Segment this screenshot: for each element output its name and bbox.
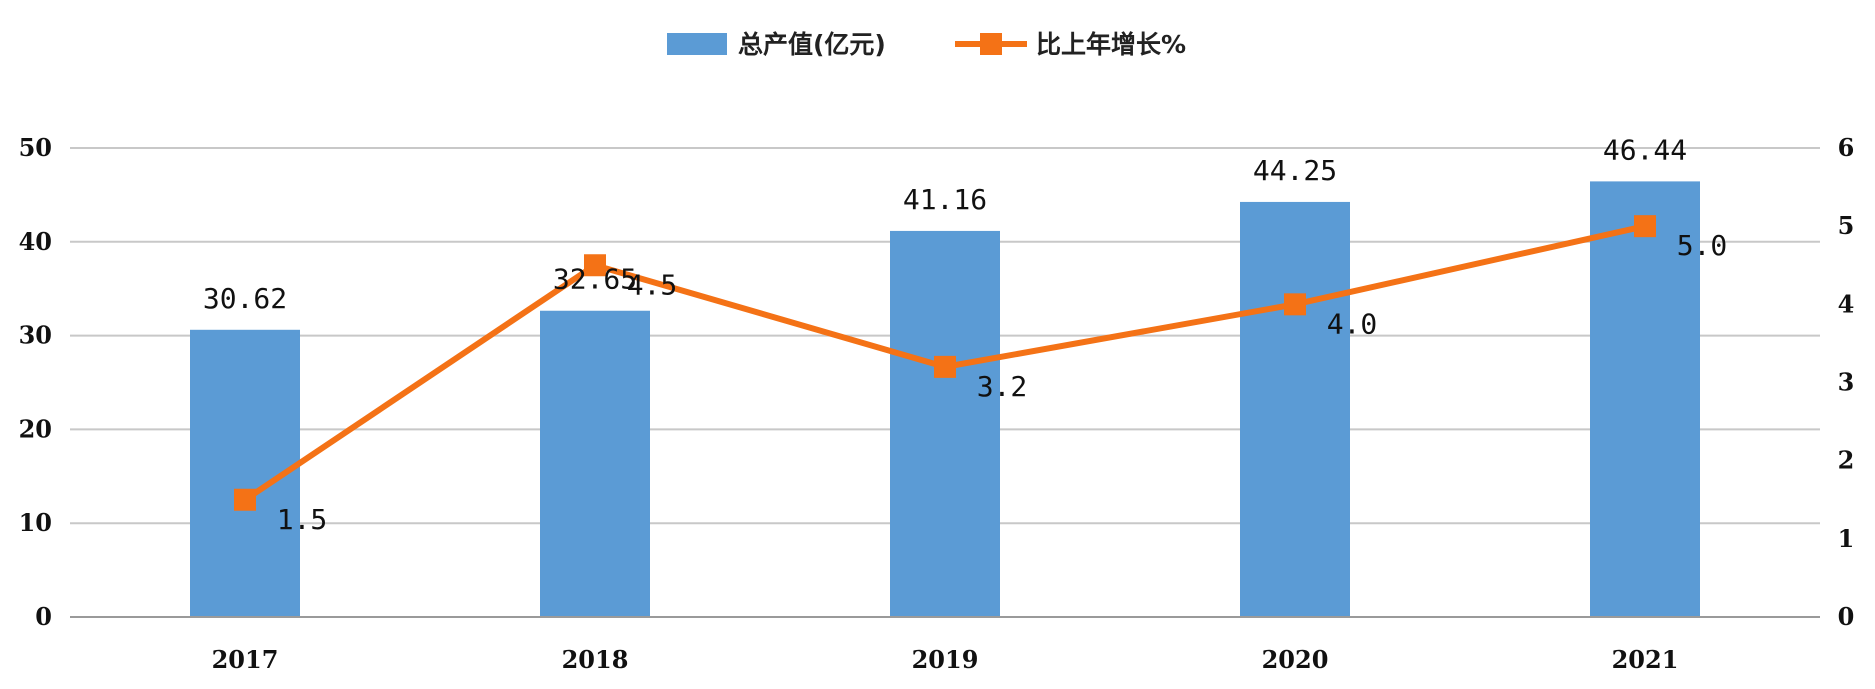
x-tick-label: 2018: [562, 645, 629, 674]
y-left-tick-label: 20: [19, 414, 52, 443]
line-marker: [234, 488, 256, 511]
line-value-label: 5.0: [1677, 229, 1728, 262]
y-left-tick-label: 40: [19, 227, 52, 256]
y-left-tick-label: 30: [19, 321, 52, 350]
y-right-tick-label: 4: [1838, 289, 1855, 318]
x-tick-label: 2017: [212, 645, 279, 674]
line-marker: [1634, 215, 1656, 238]
x-tick-label: 2020: [1262, 645, 1329, 674]
legend-label-line: 比上年增长%: [1036, 30, 1186, 59]
line-series: [234, 215, 1656, 511]
x-tick-label: 2019: [912, 645, 979, 674]
bar-value-label: 44.25: [1253, 154, 1337, 187]
bar: [1240, 201, 1350, 617]
axes: 0 10 20 30 40 50 0 1 2 3 4 5 6 2017 2018 2019 2020 2021: [19, 133, 1855, 674]
line-marker: [1284, 293, 1306, 316]
line-marker: [584, 254, 606, 277]
legend: 总产值(亿元) 比上年增长%: [667, 30, 1186, 59]
bar-value-label: 41.16: [903, 183, 987, 216]
y-left-tick-label: 50: [19, 133, 52, 162]
y-right-tick-label: 1: [1838, 524, 1855, 553]
y-left-tick-label: 0: [35, 602, 52, 631]
y-right-tick-label: 5: [1838, 211, 1855, 240]
bar: [540, 310, 650, 617]
bar-series: [190, 181, 1700, 618]
y-right-tick-label: 6: [1838, 133, 1855, 162]
line-value-label: 4.5: [627, 268, 678, 301]
y-left-tick-label: 10: [19, 508, 52, 537]
bar-value-label: 46.44: [1603, 133, 1687, 166]
line-value-label: 3.2: [977, 370, 1028, 403]
line-marker: [934, 355, 956, 378]
y-right-tick-label: 0: [1838, 602, 1855, 631]
legend-label-bar: 总产值(亿元): [738, 30, 886, 59]
line-value-label: 1.5: [277, 503, 328, 536]
y-right-tick-label: 3: [1838, 368, 1855, 397]
bar-value-label: 30.62: [203, 282, 287, 315]
y-right-tick-label: 2: [1838, 446, 1855, 475]
data-labels: 30.62 32.65 41.16 44.25 46.44 1.5 4.5 3.2 4.0 5.0: [203, 133, 1727, 535]
bar: [1590, 181, 1700, 617]
legend-swatch-bar: [667, 33, 727, 55]
x-tick-label: 2021: [1612, 645, 1679, 674]
line-value-label: 4.0: [1327, 307, 1378, 340]
legend-marker-line: [980, 33, 1002, 55]
bar-value-label: 32.65: [553, 263, 637, 296]
bar: [890, 230, 1000, 618]
